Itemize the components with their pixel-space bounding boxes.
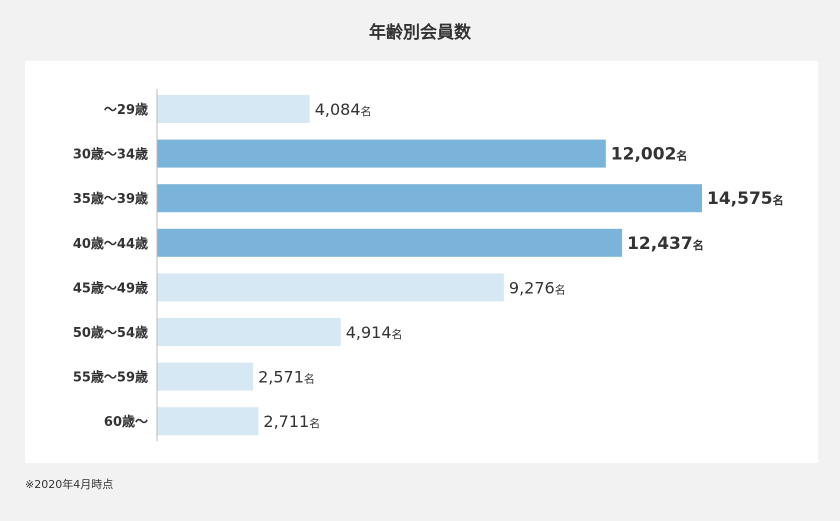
bar <box>157 184 702 213</box>
bar <box>157 273 504 302</box>
category-label: 55歳～59歳 <box>73 370 148 386</box>
value-label: 4,084名 <box>315 100 372 119</box>
bar <box>157 95 310 123</box>
category-label: 45歳～49歳 <box>73 280 148 296</box>
bar <box>157 228 623 257</box>
chart-panel: ～29歳 4,084名 30歳～34歳 12,002名 35歳～39歳 14,575名 40… <box>25 61 818 463</box>
value-label: 2,711名 <box>263 412 320 431</box>
bar <box>157 362 254 391</box>
value-label: 14,575名 <box>707 189 784 209</box>
chart-title: 年齢別会員数 <box>369 23 471 43</box>
category-label: 40歳～44歳 <box>73 236 148 252</box>
bar <box>157 407 259 436</box>
category-label: 30歳～34歳 <box>73 147 148 163</box>
bar <box>157 318 341 346</box>
value-label: 12,002名 <box>611 145 688 165</box>
value-label: 12,437名 <box>627 234 704 254</box>
value-label: 9,276名 <box>509 278 566 297</box>
bar <box>157 139 606 168</box>
value-label: 2,571名 <box>258 368 315 387</box>
bar-chart: ～29歳 4,084名 30歳～34歳 12,002名 35歳～39歳 14,575名 40… <box>73 89 784 442</box>
category-label: 35歳～39歳 <box>73 191 148 207</box>
footnote: ※2020年4月時点 <box>25 478 114 491</box>
category-label: ～29歳 <box>104 102 148 118</box>
category-label: 50歳～54歳 <box>73 325 148 341</box>
category-label: 60歳～ <box>104 414 148 430</box>
value-label: 4,914名 <box>346 323 403 342</box>
